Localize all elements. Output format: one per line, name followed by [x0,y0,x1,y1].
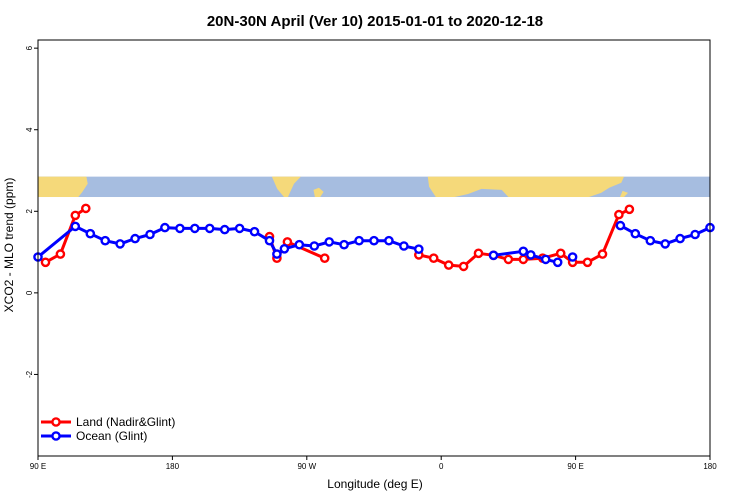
data-point [473,248,484,259]
legend: Land (Nadir&Glint)Ocean (Glint) [41,415,175,443]
chart-title: 20N-30N April (Ver 10) 2015-01-01 to 202… [207,13,543,30]
map-land-shape [271,176,301,197]
data-point [399,241,409,251]
y-tick-label: 2 [25,209,34,214]
y-tick-label: -2 [25,370,34,378]
data-point [40,257,51,268]
data-point [552,257,563,268]
data-point [70,221,81,232]
data-point [540,254,551,265]
data-point [324,237,335,247]
data-point [279,243,290,254]
data-point [660,239,671,249]
data-point [339,239,349,250]
map-land-shape [620,190,628,197]
legend-label: Land (Nadir&Glint) [76,415,175,429]
data-point [70,210,81,221]
data-point [369,235,379,246]
data-point [630,228,641,239]
data-point [100,235,110,246]
data-point [204,223,215,234]
y-tick-label: 4 [25,127,34,132]
data-point [567,252,578,262]
series-line [44,207,87,264]
map-land-shape [427,176,624,197]
x-tick-label: 90 E [567,462,583,471]
data-point [189,223,200,234]
y-axis-label: XCO2 - MLO trend (ppm) [2,178,16,313]
data-point [413,244,424,254]
data-point [597,249,608,259]
map-land-shape [38,176,88,197]
y-tick-label: 0 [25,290,34,295]
data-point [319,253,330,264]
series-land [40,203,635,272]
series-layer [33,203,715,272]
data-point [518,246,529,257]
data-point [503,254,514,265]
data-point [272,249,282,259]
y-tick-label: 6 [25,45,34,50]
data-point [175,223,185,234]
data-point [354,235,364,246]
data-point [675,233,685,244]
data-point [85,228,96,239]
data-point [458,261,469,272]
data-point [690,229,700,240]
data-point [488,250,499,261]
data-point [294,239,305,250]
data-point [219,224,230,235]
data-point [249,226,260,237]
legend-marker [51,431,61,441]
data-point [615,220,626,231]
data-point [624,204,635,215]
map-land-shape [313,187,324,197]
data-point [555,248,566,259]
data-point [518,254,529,265]
world-map-band [38,176,710,198]
data-point [428,253,439,264]
legend-marker [51,417,61,427]
axes: 90 E 180 90 W 0 90 E 180 -2 0 2 4 6 [25,45,717,471]
data-point [309,241,320,251]
legend-label: Ocean (Glint) [76,429,147,443]
x-tick-label: 180 [703,462,717,471]
x-axis-label: Longitude (deg E) [327,477,422,491]
x-tick-label: 180 [166,462,180,471]
data-point [115,239,125,249]
data-point [384,235,394,246]
data-point [443,260,454,270]
x-tick-label: 90 W [297,462,316,471]
data-point [234,223,245,234]
data-point [160,222,170,233]
data-point [130,233,140,244]
plot-frame [37,39,711,457]
data-point [81,203,91,214]
x-tick-label: 90 E [30,462,46,471]
data-point [582,257,593,268]
data-point [264,235,275,246]
data-point [526,250,536,260]
x-tick-label: 0 [439,462,444,471]
data-point [55,249,66,259]
data-point [645,235,656,246]
data-point [145,229,155,240]
data-point [614,209,624,220]
